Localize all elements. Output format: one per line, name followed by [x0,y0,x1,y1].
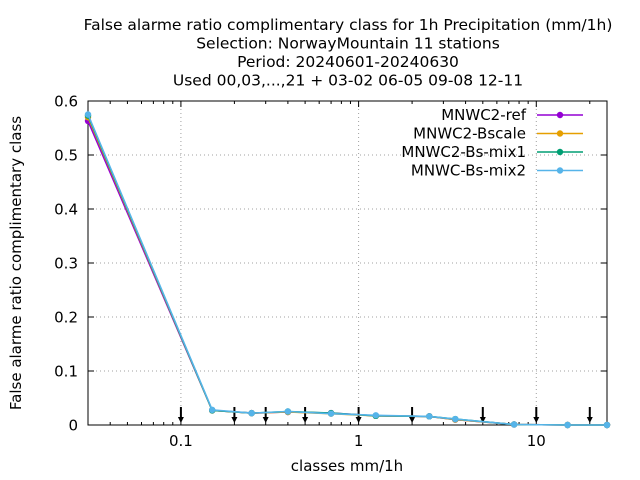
series-mnwc2-ref [84,117,611,429]
threshold-marker-head [533,417,540,423]
data-point [284,408,292,415]
threshold-marker [355,407,362,423]
x-tick-label: 0.1 [169,432,193,450]
data-point [327,410,335,417]
threshold-marker-head [355,417,362,423]
chart-title-line: Selection: NorwayMountain 11 stations [196,35,500,53]
series-mnwc-bs-mix2 [84,111,611,429]
y-tick-label: 0.4 [54,201,78,219]
data-point [603,421,611,429]
legend-label: MNWC2-ref [441,106,526,124]
threshold-marker-head [231,417,238,423]
y-axis: 0 0.1 0.2 0.3 0.4 0.5 0.6 [54,93,607,435]
threshold-marker [302,407,309,423]
series-mnwc2-bs-mix1 [84,112,611,429]
y-tick-label: 0 [68,417,78,435]
threshold-marker-head [302,417,309,423]
y-axis-label: False alarme ratio complimentary class [7,116,25,410]
x-axis-label: classes mm/1h [291,457,403,475]
legend-swatch-point [556,167,564,174]
series-line [87,116,607,426]
series-mnwc2-bscale [84,114,611,429]
legend: MNWC2-refMNWC2-BscaleMNWC2-Bs-mix1MNWC-B… [401,106,583,180]
y-tick-label: 0.5 [54,147,78,165]
x-tick-label: 1 [354,432,364,450]
chart-title-line: Used 00,03,...,21 + 03-02 06-05 09-08 12… [173,72,523,90]
threshold-marker [177,407,184,423]
threshold-marker [262,407,269,423]
data-point [426,413,433,420]
grid [88,101,607,425]
data-point [84,111,92,118]
threshold-marker-head [262,417,269,423]
legend-label: MNWC2-Bs-mix1 [401,143,526,161]
legend-label: MNWC2-Bscale [413,125,526,143]
legend-label: MNWC-Bs-mix2 [411,162,526,180]
data-point [372,412,380,419]
threshold-marker [231,407,238,423]
x-tick-label: 10 [527,432,546,450]
legend-swatch-point [556,130,564,137]
series-line [87,120,607,426]
chart-title-line: False alarme ratio complimentary class f… [84,16,613,34]
threshold-marker [479,407,486,423]
threshold-marker-head [479,417,486,423]
chart-title: False alarme ratio complimentary class f… [84,16,613,90]
y-tick-label: 0.6 [54,93,78,111]
threshold-marker [409,407,416,423]
threshold-marker-head [586,417,593,423]
threshold-markers [177,407,593,423]
y-tick-label: 0.3 [54,255,78,273]
threshold-marker [586,407,593,423]
data-point [208,406,216,414]
data-point [564,421,571,429]
series-group [84,111,611,429]
plot-frame [87,100,608,426]
data-point [452,415,459,423]
data-point [510,421,518,428]
threshold-marker-head [409,417,416,423]
data-point [248,409,255,417]
chart-title-line: Period: 20240601-20240630 [237,53,459,71]
series-line [87,114,607,426]
legend-swatch-point [556,148,564,156]
legend-swatch-point [556,111,564,119]
threshold-marker-head [177,417,184,423]
y-tick-label: 0.1 [54,363,78,381]
threshold-marker [533,407,540,423]
y-tick-label: 0.2 [54,309,78,327]
series-line [87,115,607,426]
